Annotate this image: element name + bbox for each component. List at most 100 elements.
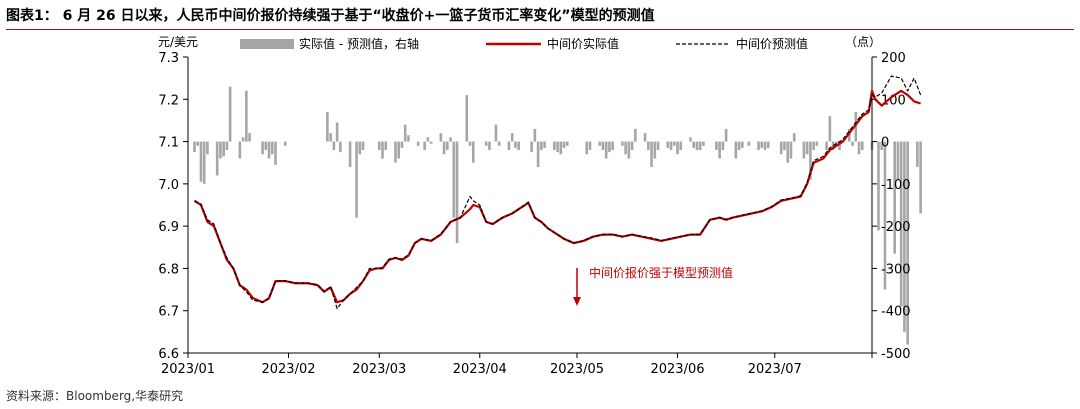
- diff-bar: [355, 141, 358, 218]
- diff-bar: [397, 141, 401, 159]
- diff-bar: [468, 141, 472, 146]
- diff-bar: [737, 141, 741, 151]
- diff-bar: [789, 141, 793, 159]
- diff-bar: [634, 128, 637, 142]
- diff-bar: [264, 141, 268, 151]
- diff-bar: [449, 137, 452, 142]
- diff-bar: [533, 128, 537, 142]
- diff-bar: [585, 141, 589, 155]
- diff-bar: [653, 141, 657, 159]
- diff-bar: [896, 141, 900, 180]
- diff-bar: [608, 141, 611, 153]
- diff-bar: [689, 137, 692, 142]
- diff-bar: [809, 141, 812, 180]
- diff-bar: [225, 141, 229, 151]
- diff-bar: [919, 141, 922, 214]
- diff-bar: [565, 141, 569, 146]
- diff-bar: [510, 133, 514, 142]
- diff-bar: [831, 141, 835, 151]
- diff-bar: [724, 128, 728, 142]
- diff-bar: [426, 137, 430, 142]
- diff-bar: [446, 141, 449, 151]
- diff-bar: [215, 141, 219, 176]
- diff-bar: [672, 141, 676, 146]
- diff-bar: [676, 141, 679, 155]
- diff-bar: [245, 90, 248, 142]
- diff-bar: [283, 141, 287, 146]
- left-tick-label: 7.0: [158, 178, 179, 193]
- x-tick-label: 2023/04: [453, 362, 507, 377]
- diff-bar: [484, 141, 488, 146]
- diff-bar: [407, 135, 410, 142]
- annotation-arrow-head: [573, 297, 582, 306]
- right-tick-label: 0: [881, 136, 889, 151]
- diff-bar: [702, 141, 705, 146]
- right-axis-unit: （点）: [845, 35, 881, 49]
- diff-bar: [624, 141, 627, 155]
- right-tick-label: -100: [881, 178, 911, 193]
- diff-bar: [228, 86, 232, 142]
- left-tick-label: 6.8: [158, 262, 179, 277]
- diff-bar: [860, 141, 864, 151]
- x-tick-label: 2023/07: [748, 362, 802, 377]
- left-tick-label: 6.6: [158, 347, 179, 362]
- diff-bar: [815, 141, 819, 146]
- diff-bar: [721, 141, 725, 151]
- left-tick-label: 6.7: [158, 305, 179, 320]
- diff-bar: [494, 124, 498, 142]
- diff-bar: [903, 141, 906, 332]
- diff-bar: [384, 141, 388, 151]
- diff-bar: [643, 133, 647, 142]
- diff-bar: [611, 141, 614, 151]
- diff-bar: [734, 141, 738, 159]
- left-axis-unit: 元/美元: [158, 35, 198, 49]
- diff-bar: [838, 141, 841, 151]
- diff-bar: [416, 141, 420, 146]
- diff-bar: [851, 141, 854, 146]
- diff-bar: [206, 141, 209, 155]
- diff-bar: [598, 141, 601, 146]
- diff-bar: [377, 141, 381, 151]
- diff-bar: [517, 141, 520, 151]
- left-tick-label: 6.9: [158, 220, 179, 235]
- x-tick-label: 2023/06: [650, 362, 704, 377]
- diff-bar: [679, 141, 683, 151]
- diff-bar: [825, 141, 828, 151]
- legend-label-bars: 实际值 - 预测值，右轴: [299, 36, 419, 51]
- diff-bar: [335, 122, 339, 142]
- diff-bar: [695, 141, 699, 151]
- diff-bar: [666, 141, 670, 148]
- diff-bar: [718, 141, 721, 159]
- diff-bar: [562, 141, 566, 148]
- diff-bar: [877, 141, 880, 231]
- diff-bar: [270, 141, 274, 155]
- diff-bar: [747, 141, 751, 146]
- diff-bar: [423, 141, 426, 151]
- right-tick-label: -400: [881, 305, 911, 320]
- right-tick-label: -300: [881, 262, 911, 277]
- diff-bar: [196, 141, 200, 146]
- diff-bar: [763, 141, 767, 151]
- diff-bar: [326, 111, 329, 142]
- diff-bar: [621, 141, 624, 146]
- diff-bar: [604, 141, 608, 159]
- diff-bar: [812, 141, 815, 151]
- diff-bar: [400, 141, 404, 148]
- diff-bar: [783, 141, 786, 151]
- diff-bar: [261, 141, 264, 155]
- diff-bar: [358, 141, 362, 155]
- diff-bar: [647, 141, 650, 151]
- diff-bar: [779, 141, 783, 155]
- right-tick-label: 100: [881, 93, 906, 108]
- diff-bar: [916, 141, 919, 167]
- diff-bar: [202, 141, 206, 184]
- diff-bar: [222, 141, 225, 157]
- diff-bar: [329, 133, 332, 142]
- diff-bar: [339, 141, 342, 153]
- diff-bar: [452, 141, 456, 218]
- diff-bar: [757, 141, 760, 151]
- diff-bar: [857, 141, 861, 155]
- right-tick-label: -500: [881, 347, 911, 362]
- diff-bar: [507, 141, 511, 151]
- legend-label-actual: 中间价实际值: [547, 36, 619, 51]
